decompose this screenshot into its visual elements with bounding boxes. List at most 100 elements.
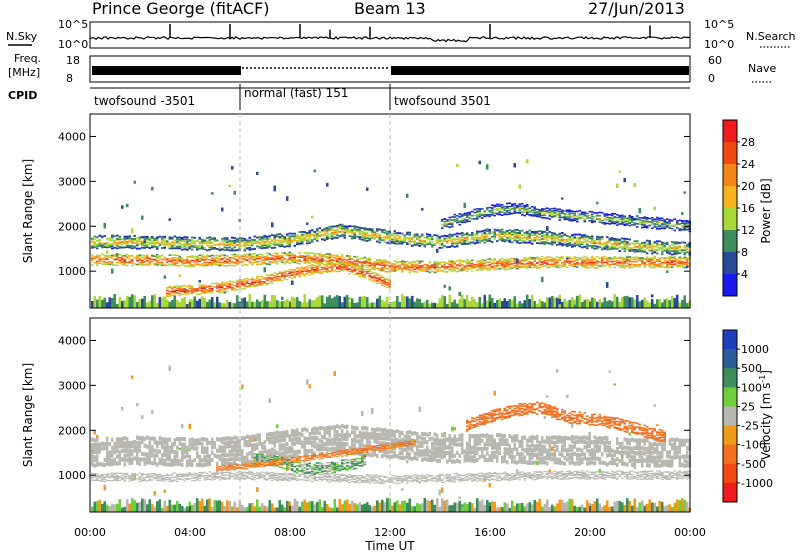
range-gate-cell [191, 265, 194, 268]
range-gate-cell [113, 241, 116, 243]
range-gate-cell [238, 285, 241, 287]
range-gate-cell [211, 473, 214, 475]
range-gate-cell [601, 211, 604, 214]
range-gate-cell [93, 244, 96, 247]
range-gate-cell [526, 233, 529, 236]
range-gate-cell [563, 218, 566, 221]
range-gate-cell [366, 259, 369, 262]
range-gate-cell [388, 266, 391, 269]
range-gate-cell [308, 235, 311, 238]
range-gate-cell [618, 218, 621, 221]
range-gate-cell [108, 457, 111, 463]
range-gate-cell [491, 208, 494, 210]
range-gate-cell [106, 476, 109, 478]
range-gate-cell [178, 236, 181, 239]
range-gate-cell [526, 209, 529, 212]
range-gate-cell [201, 246, 204, 249]
range-gate-cell [178, 285, 181, 287]
speck-cell [528, 233, 531, 238]
near-range-cell [91, 506, 94, 512]
range-gate-cell [131, 473, 134, 475]
range-gate-cell [493, 237, 496, 240]
near-range-cell [403, 296, 406, 308]
range-gate-cell [401, 267, 404, 270]
range-gate-cell [138, 263, 141, 266]
range-gate-cell [178, 294, 181, 297]
range-gate-cell [221, 243, 224, 246]
range-gate-cell [338, 223, 341, 226]
range-gate-cell [481, 267, 484, 270]
range-gate-cell [503, 265, 506, 267]
range-gate-cell [641, 245, 644, 248]
range-gate-cell [206, 476, 209, 478]
range-gate-cell [383, 264, 386, 267]
range-gate-cell [431, 243, 434, 246]
range-gate-cell [283, 253, 286, 255]
speck-cell [188, 423, 191, 430]
near-range-cell [511, 299, 514, 308]
range-gate-cell [483, 266, 486, 269]
near-range-cell [203, 505, 206, 512]
range-gate-cell [188, 265, 191, 267]
range-gate-cell [668, 266, 671, 269]
range-gate-cell [453, 266, 456, 268]
range-gate-cell [656, 265, 659, 268]
range-gate-cell [311, 260, 314, 263]
range-gate-cell [643, 224, 646, 227]
range-gate-cell [166, 462, 169, 467]
range-gate-cell [341, 269, 344, 272]
range-gate-cell [528, 262, 531, 264]
range-gate-cell [141, 451, 144, 456]
range-gate-cell [303, 252, 306, 254]
range-gate-cell [221, 289, 224, 291]
range-gate-cell [103, 473, 106, 476]
range-gate-cell [311, 265, 314, 267]
range-gate-cell [156, 239, 159, 242]
range-gate-cell [513, 237, 516, 240]
range-gate-cell [493, 231, 496, 234]
near-range-cell [561, 301, 564, 308]
range-gate-cell [396, 242, 399, 245]
range-gate-cell [438, 239, 441, 241]
range-gate-cell [303, 268, 306, 270]
range-gate-cell [266, 263, 269, 265]
range-gate-cell [458, 220, 461, 223]
range-gate-cell [486, 261, 489, 263]
range-gate-cell [426, 267, 429, 269]
range-gate-cell [448, 236, 451, 239]
range-gate-cell [103, 263, 106, 266]
range-gate-cell [563, 212, 566, 215]
range-gate-cell [558, 264, 561, 267]
range-gate-cell [608, 239, 611, 241]
range-gate-cell [213, 240, 216, 243]
range-gate-cell [541, 213, 544, 216]
range-gate-cell [628, 264, 631, 267]
range-gate-cell [343, 228, 346, 231]
range-gate-cell [278, 279, 281, 282]
range-gate-cell [461, 213, 464, 216]
range-gate-cell [183, 449, 186, 455]
range-gate-cell [323, 227, 326, 230]
range-gate-cell [101, 478, 104, 480]
range-gate-cell [431, 240, 434, 243]
near-range-cell [633, 299, 636, 308]
range-gate-cell [646, 225, 649, 228]
range-gate-cell [108, 453, 111, 458]
range-gate-cell [483, 262, 486, 264]
range-gate-cell [383, 259, 386, 262]
range-gate-cell [231, 253, 234, 256]
range-gate-cell [253, 281, 256, 283]
range-gate-cell [383, 285, 386, 287]
range-gate-cell [491, 265, 494, 268]
range-gate-cell [161, 461, 164, 466]
range-gate-cell [571, 218, 574, 221]
range-gate-cell [403, 260, 406, 263]
range-gate-cell [521, 259, 524, 262]
range-gate-cell [623, 245, 626, 248]
range-gate-cell [673, 245, 676, 248]
range-gate-cell [361, 271, 364, 273]
range-gate-cell [301, 256, 304, 259]
range-gate-cell [618, 215, 621, 218]
range-gate-cell [361, 230, 364, 233]
range-gate-cell [558, 216, 561, 219]
